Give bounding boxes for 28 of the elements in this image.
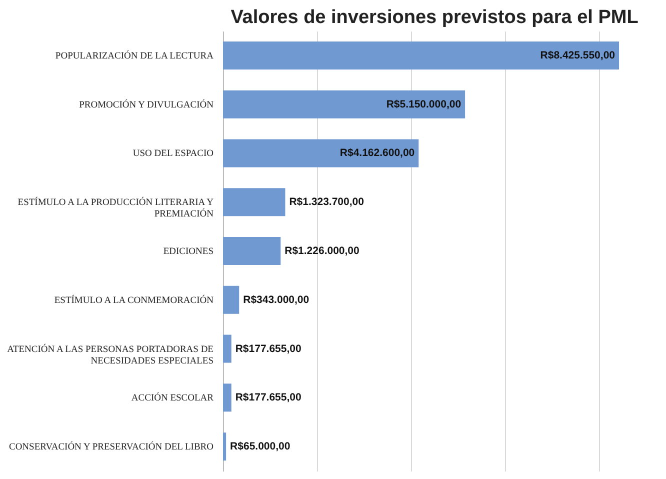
data-label: R$1.226.000,00 (284, 245, 360, 257)
y-tick-label: PROMOCIÓN Y DIVULGACIÓN (79, 98, 214, 110)
y-tick-label: ESTÍMULO A LA CONMEMORACIÓN (54, 294, 214, 306)
data-label: R$1.323.700,00 (289, 196, 364, 208)
bar (223, 41, 619, 70)
bar (223, 334, 232, 363)
y-tick-label: CONSERVACIÓN Y PRESERVACIÓN DEL LIBRO (8, 440, 214, 453)
bar (223, 237, 281, 265)
data-label: R$343.000,00 (243, 294, 310, 306)
data-label: R$177.655,00 (235, 342, 302, 355)
data-label: R$177.655,00 (235, 392, 302, 404)
bar (223, 188, 286, 216)
bar (223, 139, 419, 168)
y-tick-label: POPULARIZACIÓN DE LA LECTURA (55, 49, 214, 62)
y-tick-label: ATENCIÓN A LAS PERSONAS PORTADORAS DE NECESIDADES ESPECIALES (7, 342, 214, 366)
bar (223, 286, 240, 314)
y-tick-label: ACCIÓN ESCOLAR (131, 392, 214, 404)
data-label: R$65.000,00 (230, 440, 290, 453)
data-label: R$4.162.600,00 (340, 147, 415, 160)
data-label: R$5.150.000,00 (386, 98, 462, 110)
data-label: R$8.425.550,00 (540, 49, 616, 62)
bar (223, 432, 226, 461)
bar (223, 90, 466, 118)
y-tick-label: EDICIONES (163, 247, 214, 257)
chart-title: Valores de inversiones previstos para el PML (230, 7, 639, 28)
bar (223, 384, 232, 412)
y-tick-label: ESTÍMULO A LA PRODUCCIÓN LITERARIA Y PREMIACIÓN (18, 196, 214, 220)
y-tick-label: USO DEL ESPACIO (132, 149, 214, 160)
